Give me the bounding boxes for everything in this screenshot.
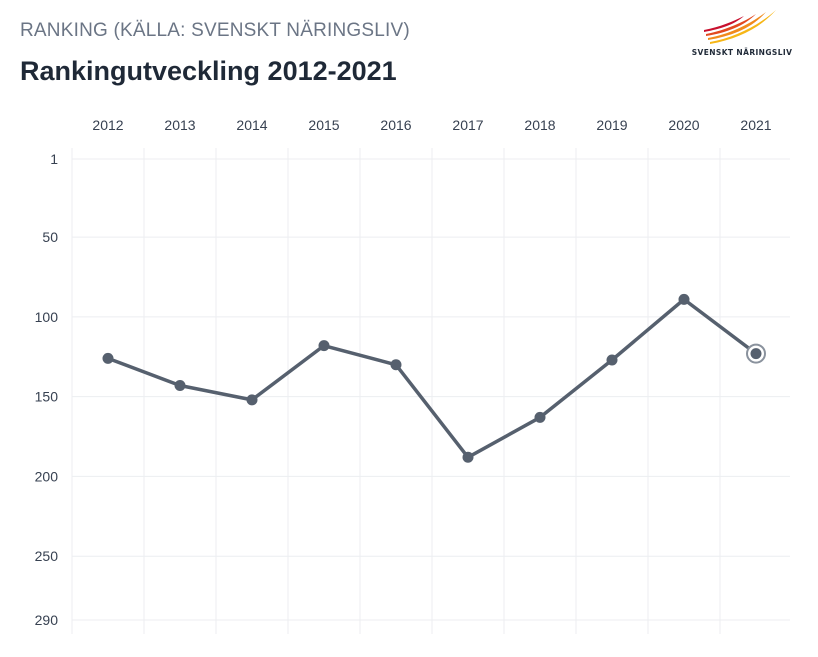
data-point: [318, 340, 330, 352]
x-tick-label: 2020: [668, 117, 699, 133]
logo-wing-icon: [704, 10, 776, 44]
data-point: [462, 451, 474, 463]
x-tick-label: 2017: [452, 117, 483, 133]
chart-grid: [71, 148, 790, 634]
x-tick-label: 2016: [380, 117, 411, 133]
data-point: [534, 411, 546, 423]
x-tick-label: 2019: [596, 117, 627, 133]
y-tick-label: 100: [35, 309, 59, 325]
data-point: [174, 380, 186, 392]
data-points: [102, 293, 766, 463]
y-tick-label: 290: [35, 612, 59, 628]
logo-text: SVENSKT NÄRINGSLIV: [691, 48, 793, 57]
x-tick-label: 2014: [236, 117, 267, 133]
y-tick-label: 250: [35, 548, 59, 564]
data-point: [246, 394, 258, 406]
data-point: [390, 359, 402, 371]
y-tick-label: 50: [42, 229, 58, 245]
y-tick-label: 200: [35, 468, 59, 484]
x-tick-label: 2015: [308, 117, 339, 133]
svenskt-naringsliv-logo: SVENSKT NÄRINGSLIV: [688, 8, 796, 63]
x-axis-ticks: 2012 2013 2014 2015 2016 2017 2018 2019 2020 2021: [92, 117, 771, 133]
x-tick-label: 2018: [524, 117, 555, 133]
data-point: [606, 354, 618, 366]
data-point: [750, 348, 762, 360]
x-tick-label: 2021: [740, 117, 771, 133]
chart-title: Rankingutveckling 2012-2021: [20, 56, 397, 86]
x-tick-label: 2013: [164, 117, 195, 133]
data-point: [678, 293, 690, 305]
y-tick-label: 150: [35, 389, 59, 405]
data-point: [102, 352, 114, 364]
ranking-series-line: [106, 297, 758, 460]
y-tick-label: 1: [50, 151, 58, 167]
chart-subtitle: RANKING (KÄLLA: SVENSKT NÄRINGSLIV): [20, 20, 410, 41]
x-tick-label: 2012: [92, 117, 123, 133]
